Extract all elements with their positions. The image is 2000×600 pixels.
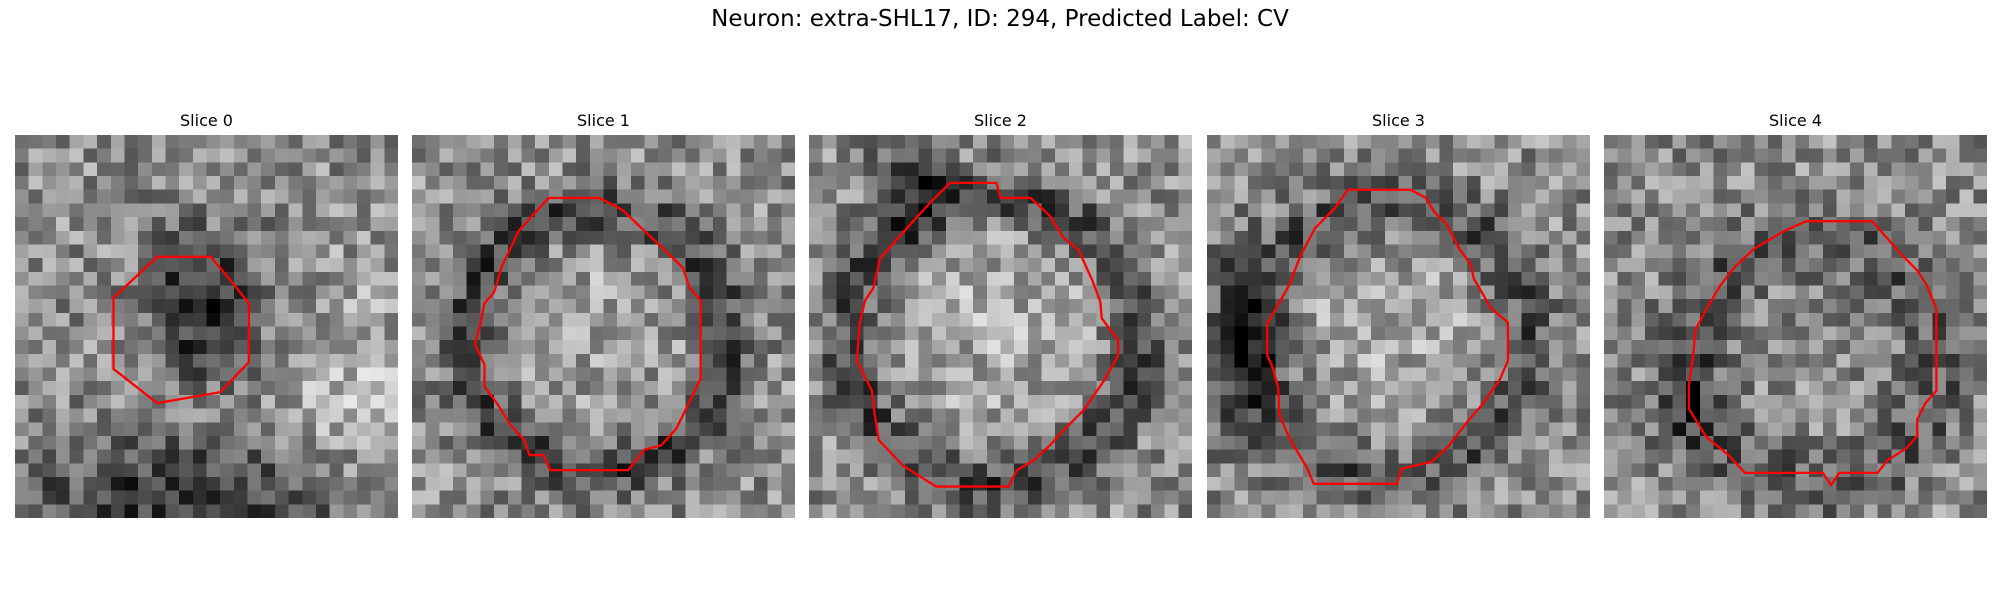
- contour-overlay: [809, 135, 1192, 518]
- contour-overlay: [1207, 135, 1590, 518]
- slice-title: Slice 1: [577, 111, 630, 130]
- slice-panel-0: Slice 0: [15, 110, 398, 518]
- neuron-contour: [1267, 190, 1508, 484]
- figure-title: Neuron: extra-SHL17, ID: 294, Predicted …: [711, 6, 1289, 32]
- contour-overlay: [1604, 135, 1987, 518]
- contour-overlay: [15, 135, 398, 518]
- slice-image: [412, 135, 795, 518]
- grayscale-patch: [1207, 135, 1590, 518]
- neuron-contour: [113, 257, 248, 403]
- grayscale-patch: [15, 135, 398, 518]
- slice-title: Slice 3: [1372, 111, 1425, 130]
- slice-image: [1207, 135, 1590, 518]
- slice-panel-3: Slice 3: [1207, 110, 1590, 518]
- slice-title: Slice 2: [974, 111, 1027, 130]
- slice-panel-2: Slice 2: [809, 110, 1192, 518]
- neuron-contour: [475, 198, 701, 470]
- slice-image: [15, 135, 398, 518]
- grayscale-patch: [1604, 135, 1987, 518]
- neuron-contour: [857, 183, 1118, 487]
- slice-image: [809, 135, 1192, 518]
- slice-panel-1: Slice 1: [412, 110, 795, 518]
- slice-title: Slice 0: [180, 111, 233, 130]
- contour-overlay: [412, 135, 795, 518]
- slice-title: Slice 4: [1769, 111, 1822, 130]
- slice-panel-4: Slice 4: [1604, 110, 1987, 518]
- neuron-contour: [1689, 221, 1937, 485]
- slice-image: [1604, 135, 1987, 518]
